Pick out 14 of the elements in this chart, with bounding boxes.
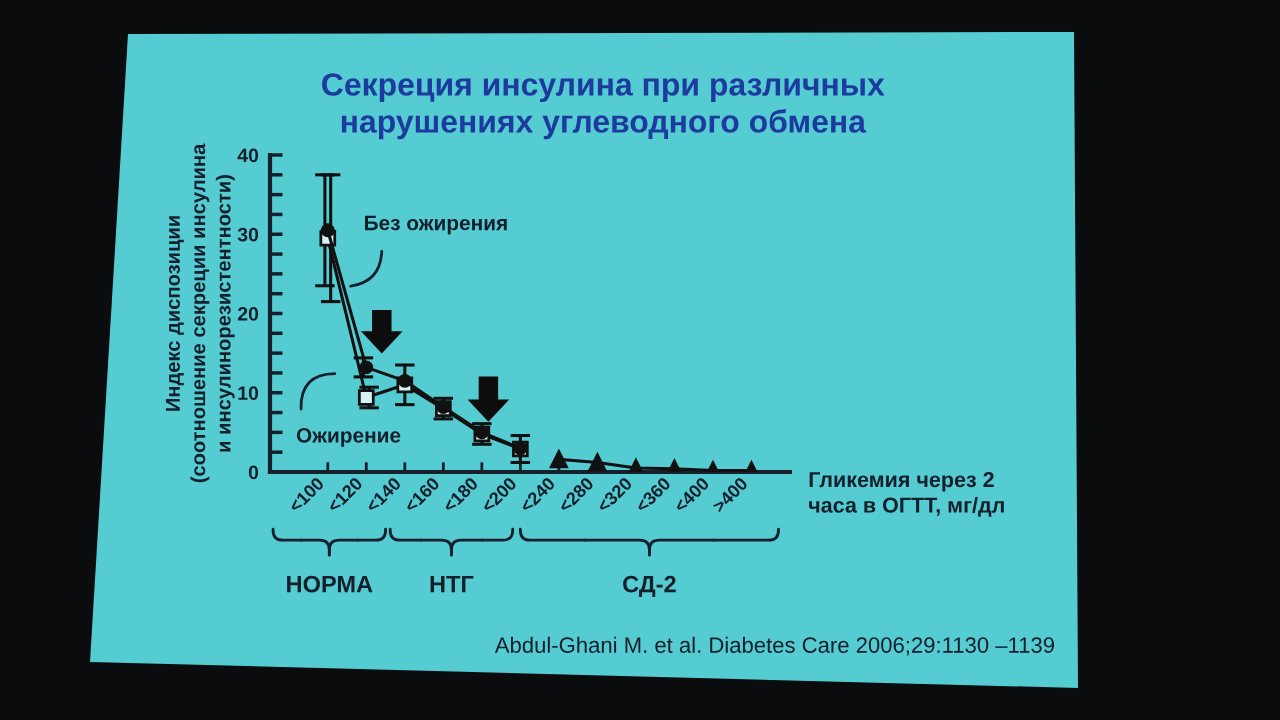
chart-title: Секреция инсулина при различных нарушениях углеводного обмена [322,73,885,140]
series-label: Ожирение [296,427,401,447]
text: СД-2 [623,575,676,597]
series-label: Без ожирения [364,215,507,235]
y-tick-label: 20 [237,306,259,321]
text: Abdul-Ghani M. et al. Diabetes Care 2006;29:1130 –1139 [494,636,1054,656]
text: НОРМА [287,575,373,593]
y-tick-label: 40 [237,148,259,163]
y-tick-label: 10 [238,386,259,400]
y-tick-label: 0 [248,465,259,480]
x-axis-title: Гликемия через 2 часа в ОГТТ, мг/дл [809,471,1004,517]
y-axis-title: Индекс диспозиции (соотношение секреции инсулина и инсулинорезистентности) [165,143,235,483]
text: НТГ [430,575,474,593]
y-tick-label: 30 [237,227,259,242]
